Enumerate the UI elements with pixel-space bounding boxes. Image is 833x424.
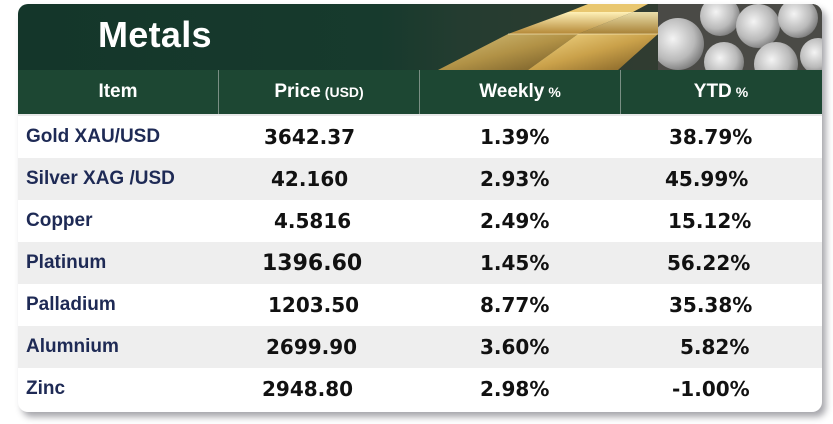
row-item: Gold XAU/USD	[26, 126, 161, 147]
header-weekly-label: Weekly	[479, 81, 545, 102]
gold-bars-image	[438, 4, 678, 70]
header-divider	[419, 70, 420, 114]
header-weekly-unit: %	[548, 84, 561, 100]
header-price: Price (USD)	[219, 70, 419, 114]
row-price: 1396.60	[262, 250, 363, 276]
header-price-unit: (USD)	[324, 84, 364, 100]
table-row: Silver XAG /USD 42.160 2.93% 45.99%	[18, 158, 822, 200]
row-item: Palladium	[26, 294, 116, 315]
header-weekly: Weekly %	[420, 70, 620, 114]
header-item-label: Item	[98, 81, 138, 102]
row-ytd: 38.79%	[669, 125, 753, 149]
row-ytd: -1.00%	[672, 377, 750, 401]
row-item: Zinc	[26, 378, 66, 399]
banner-title: Metals	[98, 14, 212, 55]
silver-coins-image	[658, 4, 822, 70]
table-row: Platinum 1396.60 1.45% 56.22%	[18, 242, 822, 284]
row-weekly: 3.60%	[480, 335, 550, 359]
row-weekly: 8.77%	[480, 293, 550, 317]
row-ytd: 56.22%	[667, 251, 751, 275]
row-price: 3642.37	[264, 125, 356, 149]
row-ytd: 45.99%	[665, 167, 749, 191]
table-header: Item Price (USD) Weekly % YTD %	[18, 70, 822, 116]
table-row: Alumnium 2699.90 3.60% 5.82%	[18, 326, 822, 368]
row-item: Platinum	[26, 252, 107, 273]
row-ytd: 35.38%	[669, 293, 753, 317]
row-item: Copper	[26, 210, 93, 231]
row-ytd: 5.82%	[680, 335, 750, 359]
row-item: Alumnium	[26, 336, 119, 357]
header-price-label: Price	[274, 81, 321, 102]
row-weekly: 1.39%	[480, 125, 550, 149]
header-divider	[620, 70, 621, 114]
header-ytd-unit: %	[735, 84, 749, 100]
table-row: Copper 4.5816 2.49% 15.12%	[18, 200, 822, 242]
row-ytd: 15.12%	[668, 209, 752, 233]
row-price: 4.5816	[274, 209, 352, 233]
header-ytd-label: YTD	[693, 81, 732, 102]
row-weekly: 2.49%	[480, 209, 550, 233]
row-item: Silver XAG /USD	[26, 168, 175, 189]
row-weekly: 2.98%	[480, 377, 550, 401]
metals-card: Metals	[18, 4, 822, 412]
table-row: Gold XAU/USD 3642.37 1.39% 38.79%	[18, 116, 822, 158]
row-price: 2948.80	[262, 377, 354, 401]
table-row: Palladium 1203.50 8.77% 35.38%	[18, 284, 822, 326]
row-price: 2699.90	[266, 335, 358, 359]
row-weekly: 2.93%	[480, 167, 550, 191]
banner: Metals	[18, 4, 822, 70]
header-ytd: YTD %	[621, 70, 821, 114]
row-weekly: 1.45%	[480, 251, 550, 275]
header-divider	[218, 70, 219, 114]
table-row: Zinc 2948.80 2.98% -1.00%	[18, 368, 822, 410]
row-price: 1203.50	[268, 293, 360, 317]
row-price: 42.160	[271, 167, 349, 191]
header-item: Item	[18, 70, 218, 114]
